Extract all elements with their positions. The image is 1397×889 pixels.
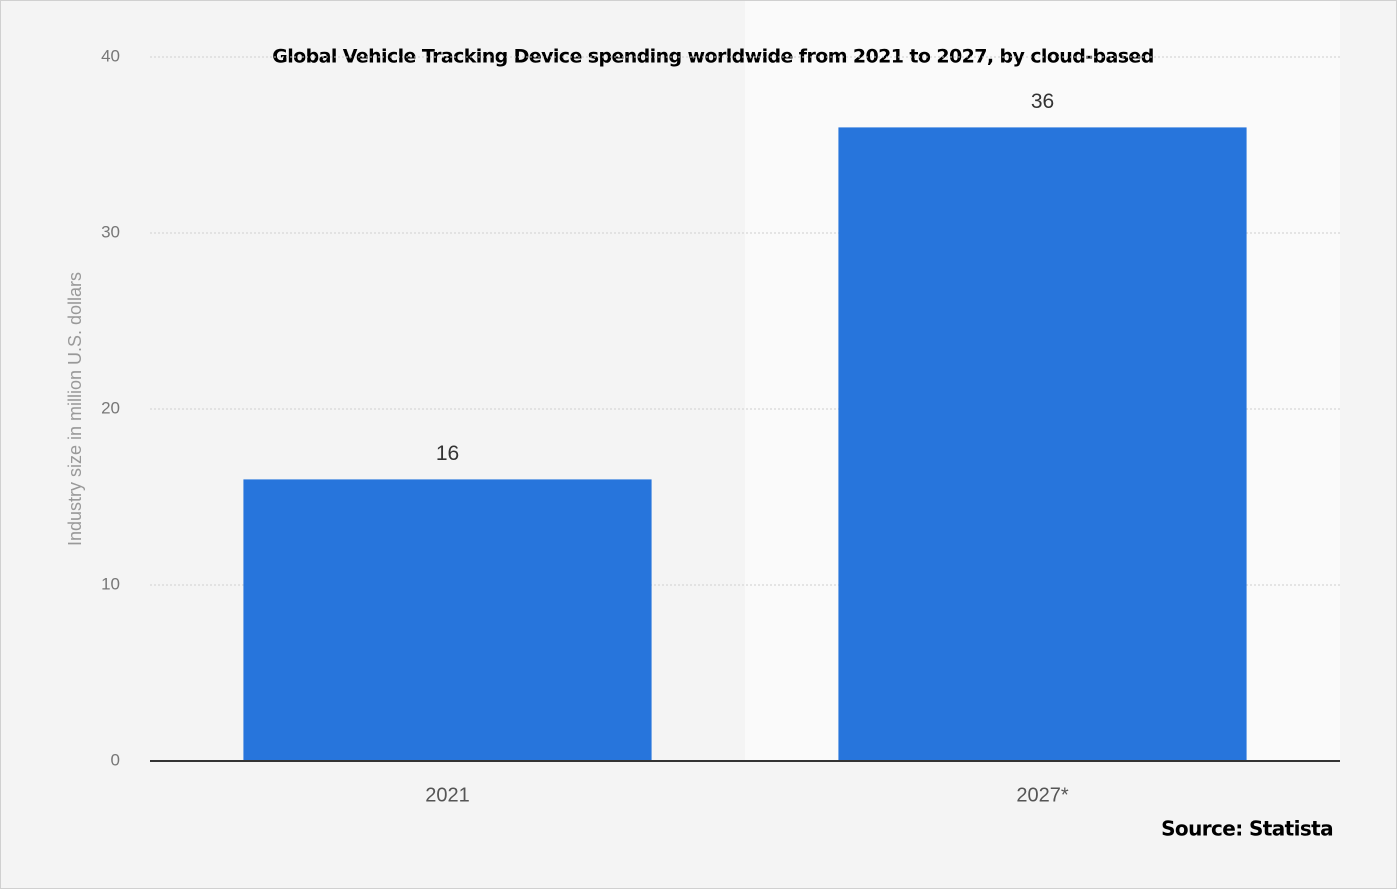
value-label: 36 [1031, 90, 1054, 113]
source: Source: Statista [1161, 817, 1333, 841]
value-label: 16 [436, 442, 459, 465]
y-tick-label: 10 [101, 574, 120, 593]
y-tick-label: 40 [101, 46, 120, 65]
x-tick-label: 2027* [1016, 784, 1068, 806]
bar [243, 479, 652, 761]
y-tick-label: 20 [101, 398, 120, 417]
y-axis-label: Industry size in million U.S. dollars [65, 272, 85, 546]
x-tick-label: 2021 [425, 784, 470, 806]
y-tick-label: 0 [111, 750, 120, 769]
y-tick-label: 30 [101, 222, 120, 241]
bar [838, 127, 1247, 761]
chart-title: Global Vehicle Tracking Device spending … [272, 46, 1153, 68]
